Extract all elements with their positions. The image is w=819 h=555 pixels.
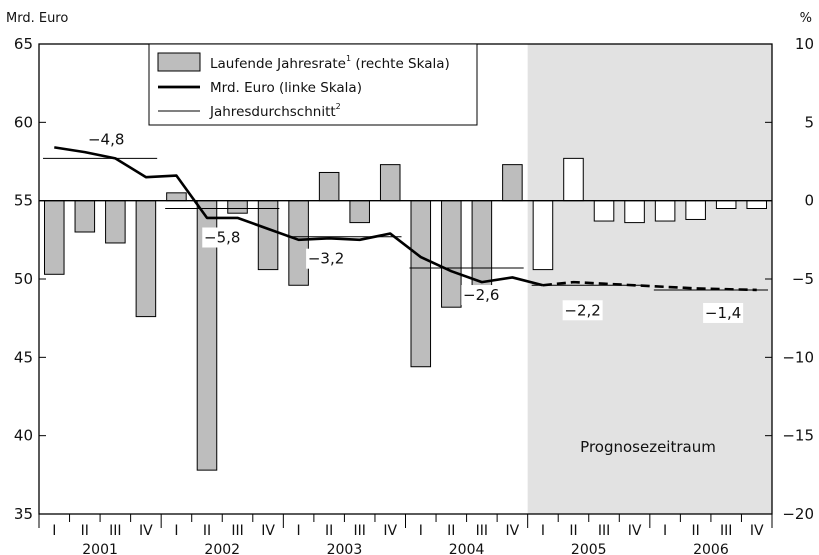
quarter-label: I <box>297 523 301 539</box>
left-axis-tick-label: 40 <box>14 427 33 445</box>
quarter-label: III <box>598 523 610 539</box>
quarter-label: III <box>476 523 488 539</box>
quarter-label: II <box>203 523 211 539</box>
quarter-label: IV <box>750 523 764 539</box>
bar <box>318 171 340 202</box>
bar <box>502 164 523 202</box>
legend-box <box>148 43 478 126</box>
year-label: 2006 <box>693 542 729 555</box>
right-axis-tick-label: 5 <box>804 113 814 131</box>
year-label: 2002 <box>204 542 240 555</box>
year-label: 2003 <box>327 542 363 555</box>
quarter-label: IV <box>261 523 275 539</box>
right-axis-tick-label: −10 <box>782 348 814 366</box>
quarter-label: III <box>109 523 121 539</box>
bar <box>746 200 768 210</box>
legend-thick-line-label: Mrd. Euro (linke Skala) <box>210 80 362 96</box>
annotation-background <box>703 302 744 323</box>
quarter-label: IV <box>383 523 397 539</box>
year-label: 2001 <box>82 542 118 555</box>
bar <box>532 200 554 271</box>
legend: Laufende Jahresrate1 (rechte Skala) Mrd.… <box>148 43 478 126</box>
quarter-label: I <box>174 523 178 539</box>
annotation-background <box>306 248 347 269</box>
bar <box>624 200 645 224</box>
bar <box>379 164 401 202</box>
level-line-actual <box>54 146 544 287</box>
bar <box>441 200 462 308</box>
quarter-label: I <box>541 523 545 539</box>
left-axis-tick-label: 35 <box>14 505 33 523</box>
right-axis-unit: % <box>800 11 812 26</box>
quarter-label: III <box>353 523 365 539</box>
bar <box>166 192 187 202</box>
annual-average-label: −3,2 <box>308 250 344 268</box>
bar <box>288 200 309 286</box>
left-axis-unit: Mrd. Euro <box>6 11 68 26</box>
quarter-label: IV <box>506 523 520 539</box>
bar <box>257 200 279 271</box>
quarter-label: II <box>692 523 700 539</box>
forecast-shading <box>527 44 772 514</box>
line-series <box>54 146 757 292</box>
right-axis-tick-label: 10 <box>795 35 814 53</box>
annotation-background <box>562 300 603 321</box>
bar <box>563 157 584 202</box>
quarter-label: II <box>325 523 333 539</box>
quarter-label: IV <box>139 523 153 539</box>
year-label: 2004 <box>449 542 485 555</box>
year-label: 2005 <box>571 542 607 555</box>
quarter-label: II <box>447 523 455 539</box>
left-axis-tick-label: 50 <box>14 270 33 288</box>
bar <box>471 200 493 289</box>
right-axis-tick-label: −5 <box>792 270 814 288</box>
bar <box>135 200 157 318</box>
left-axis-tick-label: 45 <box>14 348 33 366</box>
quarter-label: I <box>663 523 667 539</box>
bar <box>349 200 370 224</box>
bar <box>715 200 737 210</box>
quarter-label: III <box>231 523 243 539</box>
level-line-forecast <box>542 280 757 292</box>
x-axis: I II III IV I II III IV I II III IV I II III IV I II III IV… <box>38 514 773 555</box>
quarter-label: I <box>419 523 423 539</box>
quarter-label: II <box>81 523 89 539</box>
bar <box>74 200 96 233</box>
quarter-label: IV <box>628 523 642 539</box>
right-axis-tick-label: −15 <box>782 427 814 445</box>
legend-bar-label: Laufende Jahresrate1 (rechte Skala) <box>210 54 450 72</box>
right-axis-tick-label: 0 <box>804 192 814 210</box>
forecast-label: Prognosezeitraum <box>580 438 716 456</box>
left-axis-tick-label: 60 <box>14 113 33 131</box>
bar <box>410 200 432 368</box>
annual-average-label: −5,8 <box>204 229 240 247</box>
bar <box>43 200 65 275</box>
legend-bar-swatch <box>157 52 201 72</box>
quarter-label: II <box>569 523 577 539</box>
axes: 35 40 45 50 55 60 65 −20 −15 −10 −5 0 5 10 <box>14 35 814 523</box>
quarter-label: I <box>52 523 56 539</box>
annotation-background <box>202 227 243 248</box>
annual-average-label: −1,4 <box>705 304 741 322</box>
annotations: −4,8 −5,8 −3,2 −2,6 −2,2 −1,4 <box>88 130 744 323</box>
annual-average-label: −4,8 <box>88 130 124 148</box>
bar-series <box>43 157 768 471</box>
left-axis-tick-label: 55 <box>14 192 33 210</box>
bar <box>685 200 706 220</box>
bar <box>654 200 676 222</box>
annual-average-label: −2,6 <box>463 286 499 304</box>
right-axis-tick-label: −20 <box>782 505 814 523</box>
annotation-background <box>461 285 502 306</box>
legend-thin-line-label: Jahresdurchschnitt2 <box>209 102 341 120</box>
annual-average-label: −2,2 <box>564 301 600 319</box>
left-axis-tick-label: 65 <box>14 35 33 53</box>
bar <box>227 200 248 214</box>
quarter-label: III <box>720 523 732 539</box>
bar <box>105 200 126 244</box>
bar <box>593 200 615 222</box>
